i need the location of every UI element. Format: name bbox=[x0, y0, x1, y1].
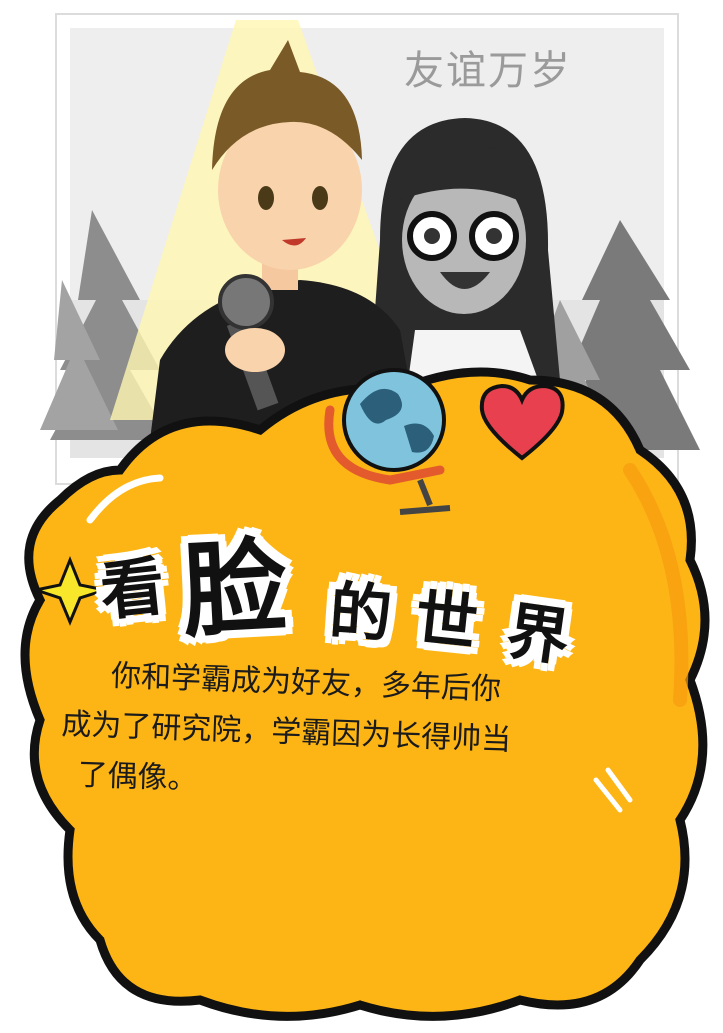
heart-icon bbox=[479, 383, 565, 461]
cloud-shine-right bbox=[593, 767, 633, 813]
cloud-shine-right-inner bbox=[623, 463, 689, 707]
microphone-icon bbox=[218, 274, 285, 411]
cloud-highlight bbox=[86, 474, 164, 524]
tree-left bbox=[40, 210, 170, 440]
title: 看 脸 的 世 界 bbox=[97, 520, 640, 675]
sparkle-icon bbox=[30, 555, 111, 626]
speech-cloud bbox=[20, 367, 710, 1021]
boy-figure bbox=[150, 40, 420, 440]
title-char-2: 脸 bbox=[179, 525, 290, 653]
title-char-3: 的 bbox=[327, 573, 395, 652]
globe-icon bbox=[324, 368, 451, 515]
title-char-4: 世 bbox=[411, 580, 482, 661]
title-char-5: 界 bbox=[502, 593, 575, 675]
title-char-1: 看 bbox=[96, 549, 169, 631]
photo-caption: 友谊万岁 bbox=[404, 48, 572, 94]
story-text: 你和学霸成为好友，多年后你 成为了研究院，学霸因为长得帅当 了偶像。 bbox=[59, 650, 624, 819]
